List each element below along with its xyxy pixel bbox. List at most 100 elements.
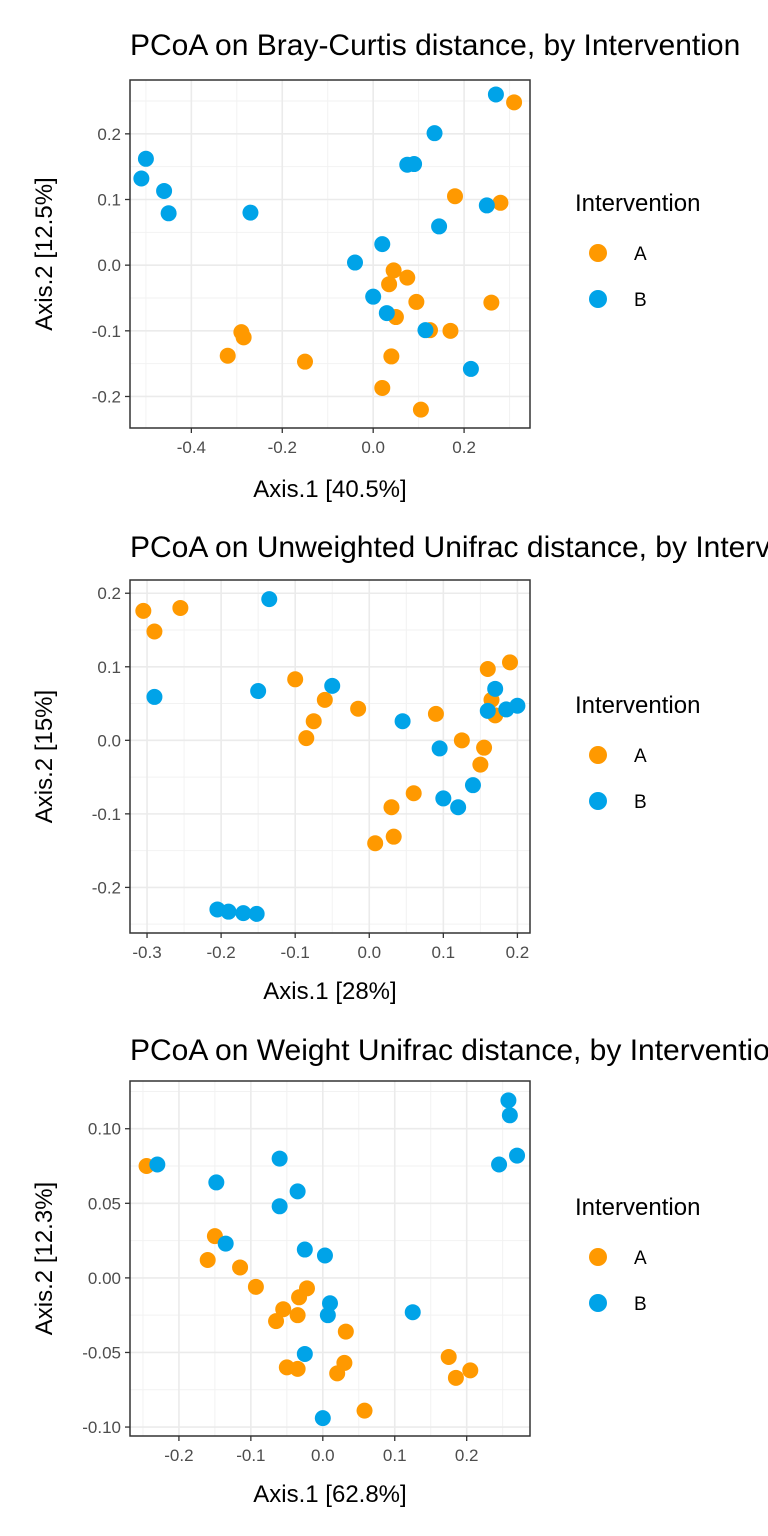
data-point-b <box>509 1147 526 1164</box>
data-point-b <box>296 1241 313 1258</box>
data-point-b <box>501 1107 518 1124</box>
data-point-a <box>337 1323 354 1340</box>
y-axis-label: Axis.2 [12.3%] <box>31 1182 58 1335</box>
x-tick-label: -0.2 <box>268 438 297 457</box>
plot-border <box>129 579 531 934</box>
data-point-a <box>268 1313 285 1330</box>
data-point-a <box>427 705 444 722</box>
plot-background <box>130 580 530 933</box>
data-point-a <box>442 322 459 339</box>
legend-title: Intervention <box>575 1194 700 1221</box>
plot-border <box>129 1080 531 1437</box>
y-tick-label: -0.05 <box>82 1343 121 1362</box>
data-point-a <box>199 1251 216 1268</box>
data-point-a <box>135 602 152 619</box>
data-point-b <box>324 677 341 694</box>
y-tick-label: -0.1 <box>92 805 121 824</box>
x-tick-label: -0.2 <box>164 1446 193 1465</box>
data-point-a <box>383 799 400 816</box>
data-point-b <box>242 204 259 221</box>
data-point-a <box>356 1402 373 1419</box>
x-tick-label: -0.4 <box>177 438 206 457</box>
chart-title: PCoA on Unweighted Unifrac distance, by … <box>130 531 768 564</box>
data-point-a <box>483 294 500 311</box>
data-point-a <box>476 739 493 756</box>
chart-panel-1: PCoA on Bray-Curtis distance, by Interve… <box>31 29 740 503</box>
y-tick-label: 0.2 <box>97 125 121 144</box>
y-axis-label: Axis.2 [12.5%] <box>31 177 58 330</box>
data-point-a <box>399 269 416 286</box>
chart-panel-2: PCoA on Unweighted Unifrac distance, by … <box>31 531 768 1005</box>
data-point-a <box>235 329 252 346</box>
data-point-b <box>431 740 448 757</box>
data-point-b <box>160 205 177 222</box>
y-tick-label: 0.10 <box>88 1120 121 1139</box>
x-tick-label: -0.1 <box>281 943 310 962</box>
data-point-a <box>408 293 425 310</box>
data-point-a <box>506 94 523 111</box>
data-point-a <box>381 276 398 293</box>
data-point-b <box>464 777 481 794</box>
data-point-a <box>492 194 509 211</box>
data-point-b <box>450 799 467 816</box>
x-tick-label: 0.0 <box>361 438 385 457</box>
data-point-b <box>435 790 452 807</box>
legend: Intervention A B <box>575 1194 700 1315</box>
x-axis-label: Axis.1 [40.5%] <box>253 476 406 503</box>
data-point-b <box>491 1156 508 1173</box>
chart-panel-3: PCoA on Weight Unifrac distance, by Inte… <box>31 1034 768 1508</box>
legend-label-a: A <box>634 244 647 265</box>
data-point-a <box>462 1362 479 1379</box>
y-tick-label: -0.1 <box>92 322 121 341</box>
data-point-b <box>378 305 395 322</box>
legend-key-a <box>589 1248 607 1266</box>
data-point-b <box>462 360 479 377</box>
data-point-b <box>149 1156 166 1173</box>
legend-title: Intervention <box>575 692 700 719</box>
data-point-b <box>289 1183 306 1200</box>
data-point-b <box>271 1150 288 1167</box>
y-tick-label: 0.00 <box>88 1269 121 1288</box>
legend-key-b <box>589 792 607 810</box>
y-tick-label: 0.0 <box>97 256 121 275</box>
data-point-b <box>296 1345 313 1362</box>
data-point-a <box>232 1259 249 1276</box>
data-point-a <box>447 188 463 205</box>
x-axis-label: Axis.1 [62.8%] <box>253 1481 406 1508</box>
legend-label-b: B <box>634 1294 647 1315</box>
data-point-a <box>219 347 236 364</box>
legend: Intervention A B <box>575 692 700 813</box>
data-point-a <box>172 599 189 616</box>
y-tick-label: 0.05 <box>88 1194 121 1213</box>
data-point-b <box>347 254 363 271</box>
legend-key-a <box>589 746 607 764</box>
data-point-a <box>275 1301 292 1318</box>
legend-label-a: A <box>634 746 647 767</box>
data-point-a <box>289 1360 306 1377</box>
data-point-b <box>137 150 154 167</box>
y-tick-label: 0.2 <box>97 584 121 603</box>
x-tick-label: -0.1 <box>236 1446 265 1465</box>
data-point-b <box>314 1410 331 1427</box>
data-point-a <box>472 756 489 773</box>
legend-label-b: B <box>634 792 647 813</box>
plot-border <box>129 79 531 429</box>
data-point-b <box>426 125 443 142</box>
data-point-b <box>133 170 150 187</box>
data-point-b <box>478 197 495 214</box>
data-point-a <box>374 379 391 396</box>
x-tick-label: 0.1 <box>383 1446 407 1465</box>
chart-title: PCoA on Weight Unifrac distance, by Inte… <box>130 1034 768 1067</box>
legend-key-b <box>589 290 607 308</box>
data-point-a <box>305 713 322 730</box>
data-point-a <box>412 401 429 418</box>
x-tick-label: 0.2 <box>506 943 530 962</box>
x-tick-label: 0.1 <box>432 943 456 962</box>
data-point-a <box>367 835 384 852</box>
data-point-b <box>261 591 278 608</box>
data-point-a <box>298 730 315 747</box>
x-tick-label: 0.0 <box>311 1446 335 1465</box>
data-point-b <box>220 903 237 920</box>
data-point-b <box>406 156 423 173</box>
